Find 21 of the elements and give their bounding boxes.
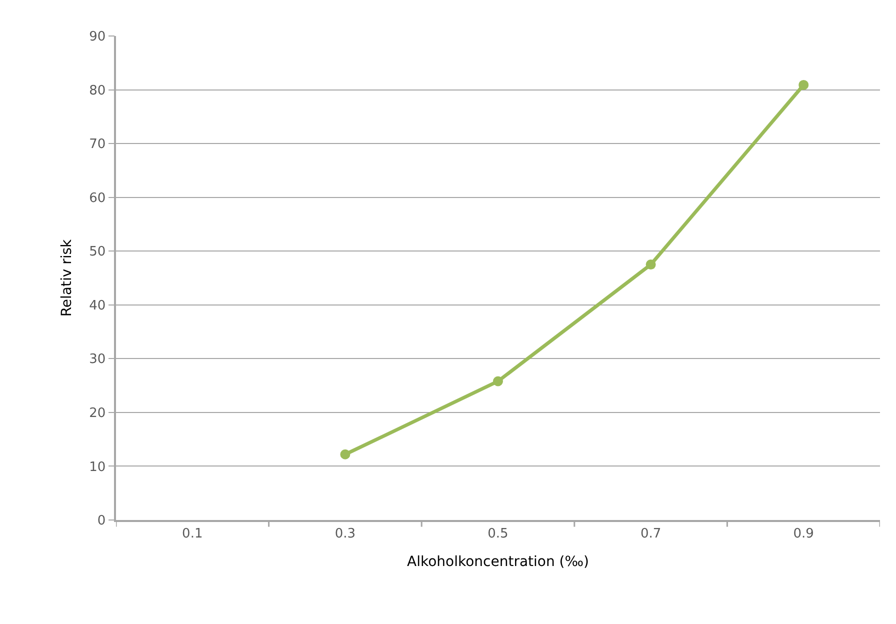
y-tick-label: 80 (89, 83, 106, 98)
x-axis-title: Alkoholkoncentration (‰) (407, 554, 589, 570)
y-tick-label: 30 (89, 352, 106, 368)
point (493, 376, 503, 386)
y-tick-label: 60 (89, 190, 106, 206)
y-tick-label: 90 (89, 30, 106, 45)
y-tick-label: 50 (89, 244, 106, 260)
x-tick-label: 0.9 (793, 526, 814, 542)
point (646, 260, 656, 270)
point (798, 80, 809, 90)
y-tick-label: 70 (89, 137, 106, 152)
point (340, 449, 350, 460)
y-tick-label: 0 (97, 514, 106, 529)
x-tick-label: 0.3 (334, 526, 356, 542)
x-tick-label: 0.5 (488, 526, 508, 542)
y-tick-label: 20 (89, 406, 106, 421)
y-axis-title: Relativ risk (59, 238, 76, 317)
y-tick-label: 40 (89, 298, 106, 314)
y-tick-label: 10 (89, 460, 106, 475)
x-tick-label: 0.1 (182, 526, 203, 542)
x-tick-label: 0.7 (640, 526, 662, 542)
